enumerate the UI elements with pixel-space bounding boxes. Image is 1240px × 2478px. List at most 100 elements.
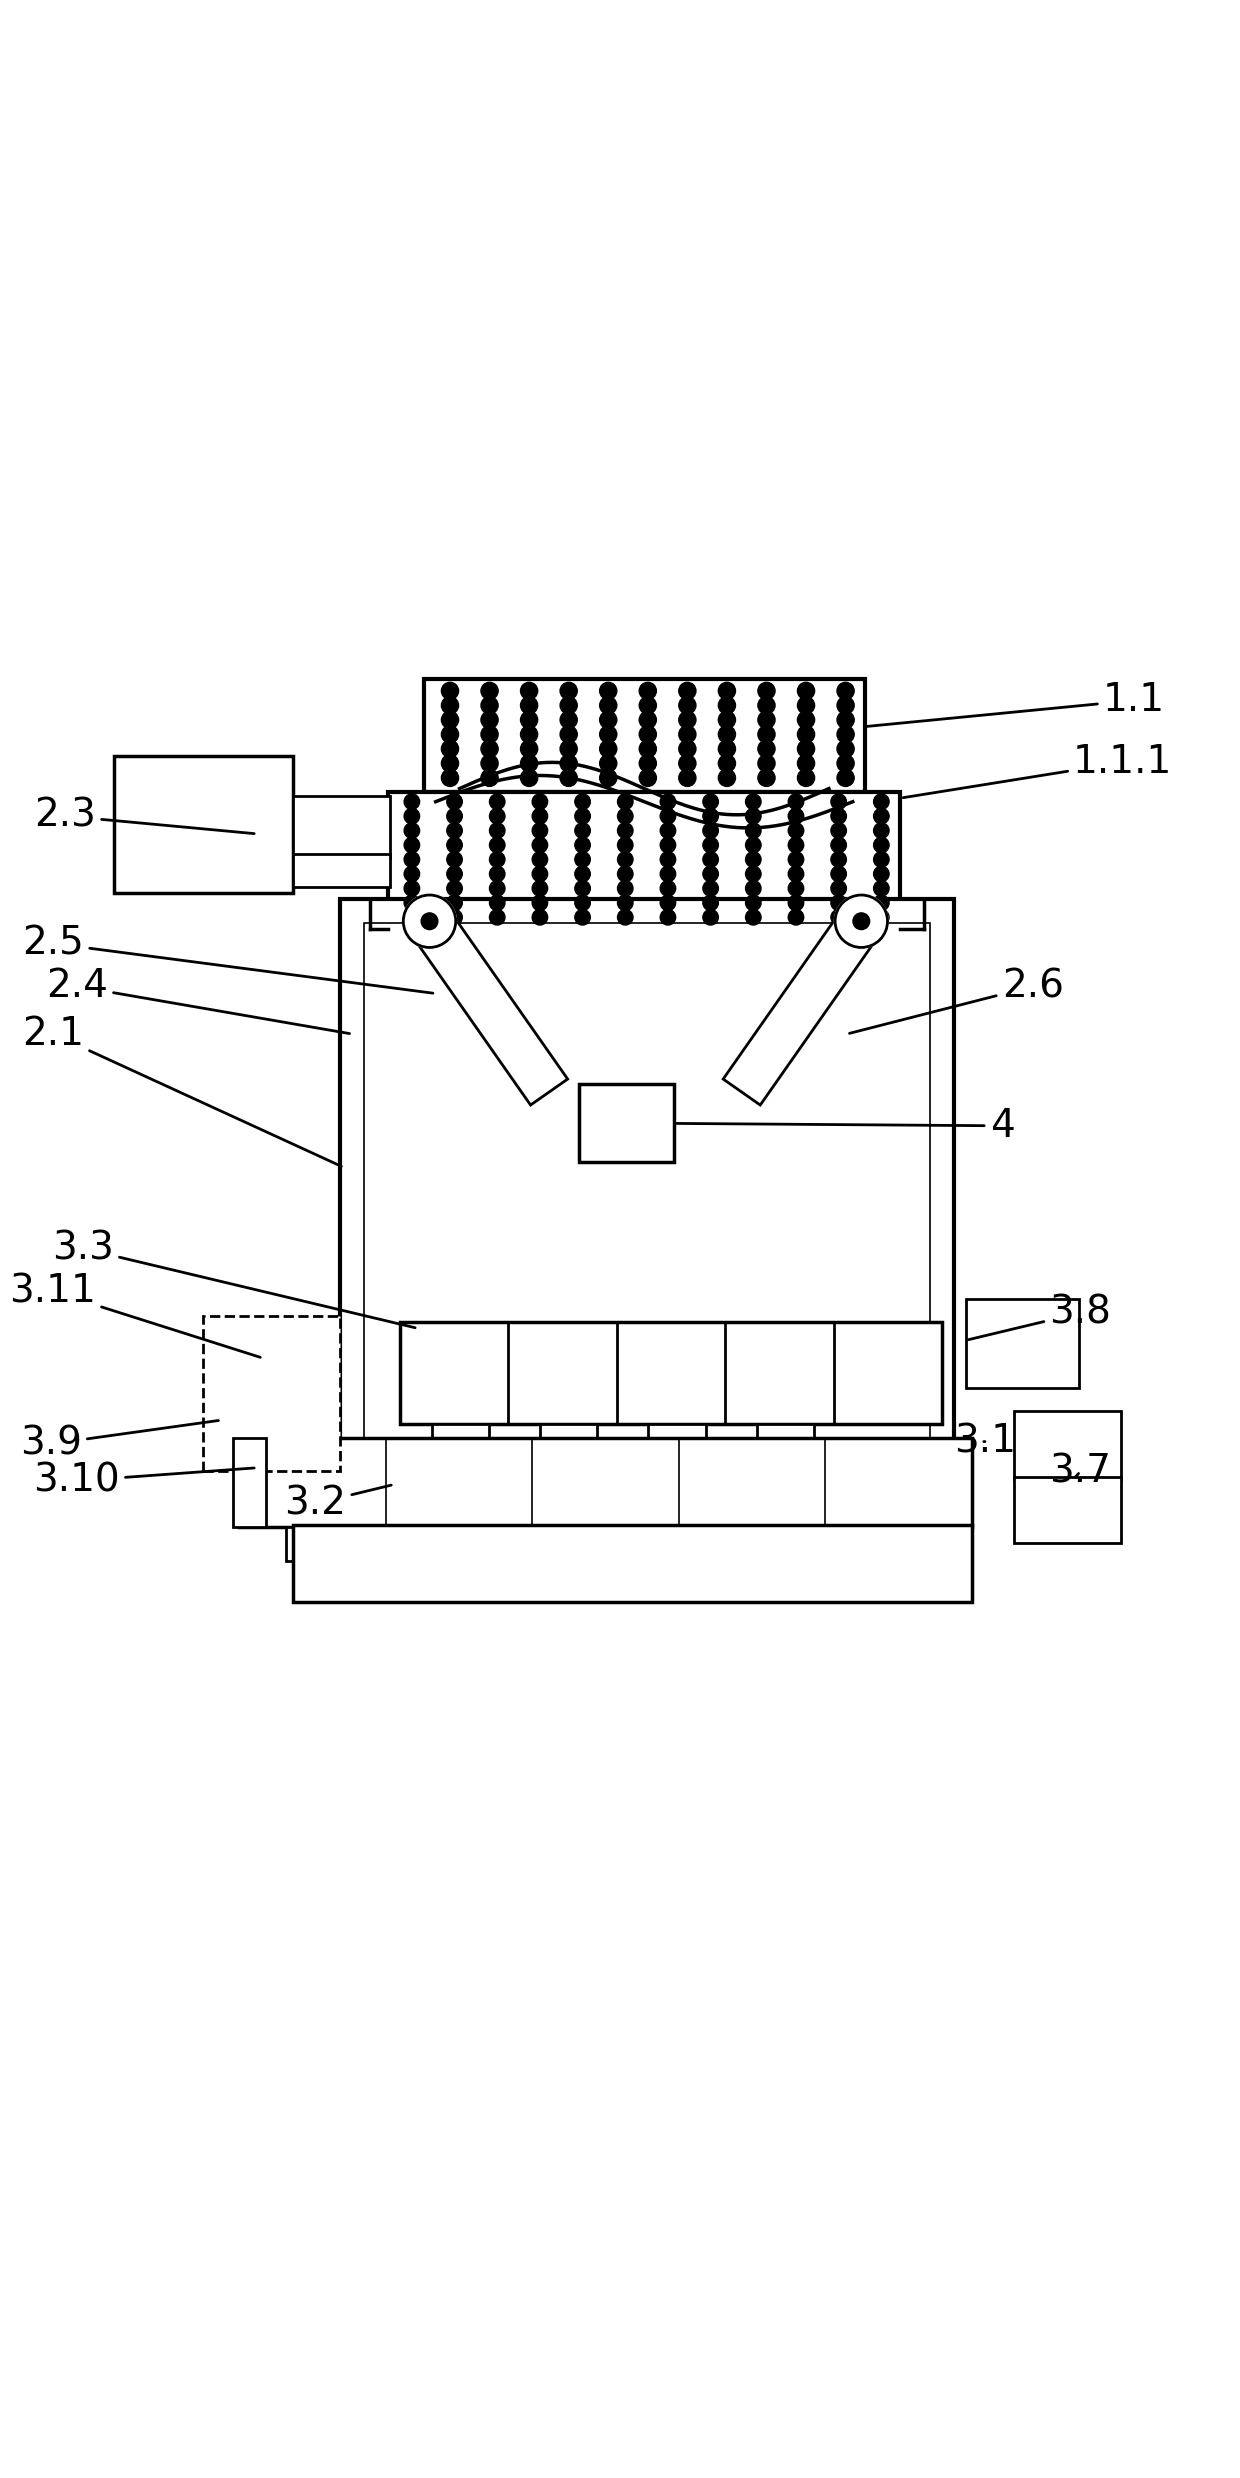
Circle shape: [422, 912, 438, 929]
Circle shape: [660, 838, 676, 852]
Circle shape: [441, 741, 459, 758]
Circle shape: [789, 880, 804, 897]
Circle shape: [639, 741, 656, 758]
Circle shape: [660, 823, 676, 838]
Circle shape: [490, 880, 505, 897]
Circle shape: [660, 867, 676, 882]
Circle shape: [660, 852, 676, 867]
Bar: [293, 795, 391, 857]
Circle shape: [831, 909, 847, 924]
Circle shape: [575, 793, 590, 810]
Circle shape: [874, 808, 889, 823]
Circle shape: [874, 895, 889, 909]
Circle shape: [532, 808, 548, 823]
Bar: [114, 756, 293, 895]
Bar: [1013, 1410, 1121, 1479]
Circle shape: [532, 823, 548, 838]
Circle shape: [600, 726, 616, 743]
Circle shape: [758, 741, 775, 758]
Text: 3.8: 3.8: [968, 1294, 1111, 1341]
Circle shape: [758, 726, 775, 743]
Circle shape: [600, 768, 616, 786]
Circle shape: [874, 823, 889, 838]
Circle shape: [703, 838, 718, 852]
Circle shape: [404, 880, 419, 897]
Circle shape: [481, 768, 498, 786]
Circle shape: [446, 880, 463, 897]
Circle shape: [678, 711, 696, 729]
Circle shape: [660, 895, 676, 909]
Circle shape: [745, 895, 761, 909]
Circle shape: [718, 681, 735, 699]
Circle shape: [678, 681, 696, 699]
Circle shape: [831, 838, 847, 852]
Circle shape: [560, 681, 578, 699]
Circle shape: [678, 756, 696, 773]
Bar: [432, 1526, 497, 1561]
Text: 3.7: 3.7: [1049, 1452, 1111, 1489]
Circle shape: [639, 711, 656, 729]
Circle shape: [831, 880, 847, 897]
Circle shape: [718, 756, 735, 773]
Circle shape: [703, 823, 718, 838]
Circle shape: [758, 681, 775, 699]
Circle shape: [831, 823, 847, 838]
Circle shape: [837, 696, 854, 714]
Circle shape: [446, 867, 463, 882]
Circle shape: [446, 808, 463, 823]
Circle shape: [560, 768, 578, 786]
Circle shape: [404, 852, 419, 867]
Circle shape: [600, 711, 616, 729]
Circle shape: [521, 756, 538, 773]
Circle shape: [532, 793, 548, 810]
Bar: [340, 900, 954, 1574]
Circle shape: [703, 909, 718, 924]
Circle shape: [837, 711, 854, 729]
Circle shape: [600, 696, 616, 714]
Circle shape: [490, 867, 505, 882]
Circle shape: [441, 726, 459, 743]
Circle shape: [446, 793, 463, 810]
Bar: [539, 1425, 598, 1455]
Circle shape: [490, 895, 505, 909]
Polygon shape: [723, 909, 880, 1105]
Circle shape: [678, 741, 696, 758]
Circle shape: [575, 880, 590, 897]
Circle shape: [789, 823, 804, 838]
Bar: [966, 1298, 1079, 1388]
Text: 3.11: 3.11: [9, 1271, 260, 1358]
Circle shape: [789, 867, 804, 882]
Circle shape: [441, 711, 459, 729]
Circle shape: [404, 909, 419, 924]
Circle shape: [797, 726, 815, 743]
Circle shape: [618, 823, 632, 838]
Circle shape: [521, 711, 538, 729]
Circle shape: [618, 838, 632, 852]
Circle shape: [446, 823, 463, 838]
Circle shape: [441, 696, 459, 714]
Polygon shape: [410, 909, 568, 1105]
Circle shape: [797, 711, 815, 729]
Circle shape: [718, 741, 735, 758]
Circle shape: [532, 852, 548, 867]
Bar: [285, 1526, 351, 1561]
Circle shape: [797, 756, 815, 773]
Circle shape: [404, 867, 419, 882]
Circle shape: [745, 808, 761, 823]
Circle shape: [639, 696, 656, 714]
Circle shape: [446, 895, 463, 909]
Text: 1.1.1: 1.1.1: [903, 743, 1173, 798]
Circle shape: [660, 808, 676, 823]
Circle shape: [532, 867, 548, 882]
Circle shape: [639, 681, 656, 699]
Circle shape: [575, 808, 590, 823]
Bar: [579, 1083, 675, 1162]
Circle shape: [874, 852, 889, 867]
Circle shape: [618, 909, 632, 924]
Bar: [649, 1425, 706, 1455]
Circle shape: [660, 880, 676, 897]
Circle shape: [758, 768, 775, 786]
Circle shape: [831, 867, 847, 882]
Circle shape: [745, 793, 761, 810]
Circle shape: [703, 808, 718, 823]
